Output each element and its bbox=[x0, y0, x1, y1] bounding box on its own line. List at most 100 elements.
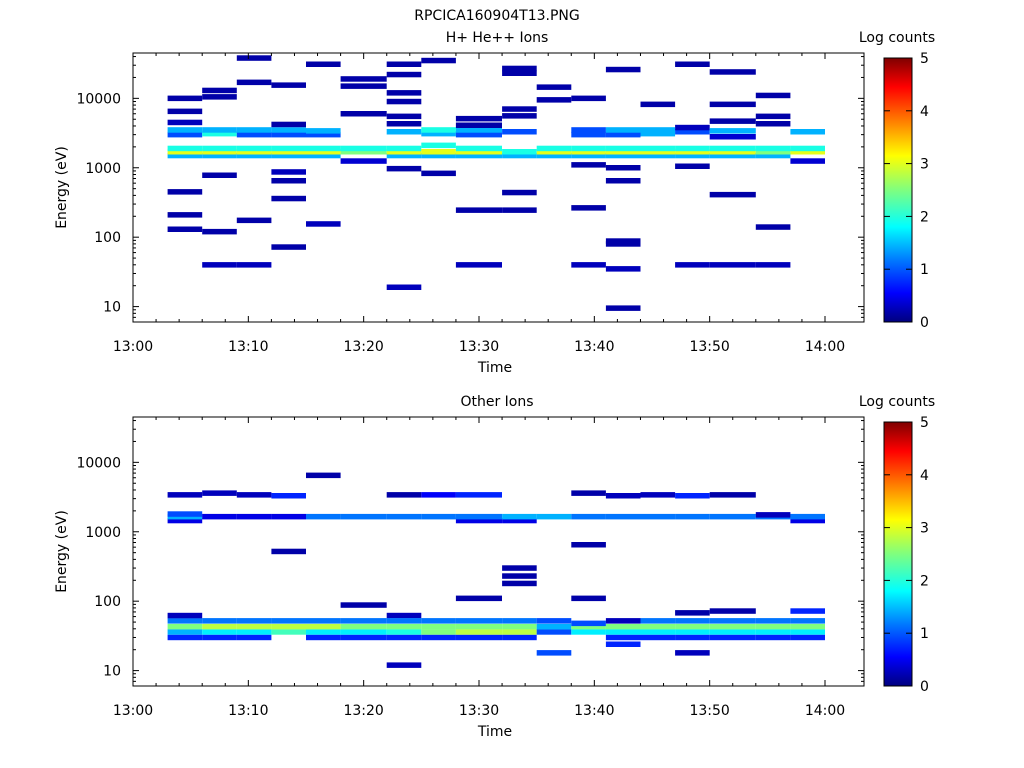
heatmap-cell bbox=[709, 262, 756, 268]
heatmap-cell bbox=[502, 513, 537, 520]
y-tick-label: 1000 bbox=[85, 161, 121, 177]
heatmap-cell bbox=[675, 163, 710, 169]
heatmap-cell bbox=[271, 548, 306, 555]
heatmap-cell bbox=[755, 92, 791, 99]
colorbar-tick-label: 4 bbox=[920, 104, 929, 120]
heatmap-cell bbox=[675, 493, 710, 499]
y-axis-label: Energy (eV) bbox=[54, 146, 70, 229]
heatmap-cell bbox=[340, 618, 387, 624]
colorbar-tick-label: 3 bbox=[920, 521, 929, 537]
heatmap-cell bbox=[202, 172, 237, 178]
heatmap-cell bbox=[790, 618, 825, 624]
heatmap-cell bbox=[755, 149, 791, 155]
x-tick-label: 13:30 bbox=[459, 703, 499, 719]
heatmap-cell bbox=[605, 152, 641, 159]
panel-title: H+ He++ Ions bbox=[446, 30, 549, 46]
colorbar-tick-label: 0 bbox=[920, 679, 929, 695]
heatmap-cell bbox=[306, 145, 341, 152]
heatmap-cell bbox=[306, 623, 341, 630]
heatmap-cell bbox=[755, 629, 791, 635]
x-tick-label: 13:30 bbox=[459, 339, 499, 355]
heatmap-cell bbox=[536, 84, 572, 90]
heatmap-cell bbox=[709, 608, 756, 614]
heatmap-cell bbox=[605, 149, 641, 155]
heatmap-cell bbox=[167, 226, 203, 232]
heatmap-cell bbox=[236, 152, 272, 159]
heatmap-cell bbox=[790, 513, 825, 520]
heatmap-cell bbox=[709, 492, 756, 498]
colorbar: Log counts 0 1 2 3 4 5 bbox=[859, 394, 935, 695]
heatmap-cell bbox=[755, 262, 791, 268]
heatmap-cell bbox=[340, 83, 387, 89]
heatmap-cell bbox=[675, 124, 710, 131]
heatmap-cell bbox=[709, 145, 756, 152]
heatmap-cell bbox=[167, 517, 203, 524]
heatmap-cell bbox=[502, 580, 537, 587]
heatmap-cell bbox=[455, 595, 502, 602]
heatmap-cell bbox=[605, 493, 641, 499]
heatmap-cell bbox=[271, 178, 306, 184]
heatmap-cell bbox=[605, 238, 641, 244]
heatmap-cell bbox=[202, 127, 237, 133]
heatmap-cell bbox=[271, 149, 306, 155]
heatmap-cell bbox=[455, 145, 502, 152]
heatmap-cell bbox=[236, 634, 272, 641]
heatmap-cell bbox=[421, 623, 456, 630]
heatmap-cell bbox=[236, 618, 272, 624]
heatmap-cell bbox=[306, 634, 341, 641]
heatmap-cell bbox=[571, 131, 606, 138]
heatmap-cell bbox=[571, 595, 606, 602]
heatmap-cell bbox=[271, 623, 306, 630]
heatmap-cell bbox=[167, 149, 203, 155]
y-tick-label: 100 bbox=[94, 230, 121, 246]
heatmap-cell bbox=[306, 128, 341, 134]
heatmap-cell bbox=[271, 121, 306, 128]
heatmap-cell bbox=[455, 513, 502, 520]
heatmap-cell bbox=[386, 121, 422, 127]
heatmap-cell bbox=[202, 490, 237, 496]
heatmap-cell bbox=[455, 207, 502, 213]
heatmap-cell bbox=[386, 629, 422, 635]
heatmap-cell bbox=[167, 152, 203, 159]
heatmap-cell bbox=[271, 513, 306, 520]
heatmap-cell bbox=[605, 178, 641, 184]
heatmap-cell bbox=[709, 191, 756, 198]
colorbar-tick-label: 2 bbox=[920, 209, 929, 225]
plot-frame bbox=[132, 52, 865, 323]
heatmap-cell bbox=[421, 130, 456, 137]
heatmap-cell bbox=[571, 262, 606, 268]
heatmap-cell bbox=[455, 131, 502, 138]
heatmap-cell bbox=[167, 629, 203, 635]
heatmap-cell bbox=[236, 492, 272, 498]
heatmap-cell bbox=[455, 517, 502, 524]
heatmap-cell bbox=[167, 212, 203, 218]
heatmap-cell bbox=[640, 101, 676, 108]
heatmap-cell bbox=[386, 90, 422, 96]
heatmap-cell bbox=[571, 629, 606, 635]
heatmap-cell bbox=[605, 131, 641, 138]
heatmap-cell bbox=[421, 152, 456, 159]
heatmap-cell bbox=[202, 618, 237, 624]
heatmap-cell bbox=[202, 87, 237, 94]
heatmap-cell bbox=[605, 305, 641, 311]
heatmap-cell bbox=[167, 511, 203, 517]
heatmap-cell bbox=[386, 662, 422, 668]
heatmap-cell bbox=[167, 145, 203, 152]
heatmap-cell bbox=[640, 629, 676, 635]
heatmap-cell bbox=[502, 189, 537, 196]
colorbar-tick-label: 3 bbox=[920, 157, 929, 173]
heatmap-cell bbox=[790, 634, 825, 641]
heatmap-cell bbox=[571, 205, 606, 211]
heatmap-cell bbox=[236, 145, 272, 152]
heatmap-cell bbox=[167, 618, 203, 624]
heatmap-cell bbox=[536, 145, 572, 152]
heatmap-cell bbox=[640, 127, 676, 133]
heatmap-cell bbox=[236, 127, 272, 133]
heatmap-cell bbox=[790, 608, 825, 614]
heatmap-cell bbox=[455, 629, 502, 635]
heatmap-cell bbox=[340, 602, 387, 608]
heatmap-cell bbox=[236, 217, 272, 224]
heatmap-cell bbox=[790, 623, 825, 630]
heatmap-cell bbox=[167, 131, 203, 138]
heatmap-cell bbox=[675, 610, 710, 616]
